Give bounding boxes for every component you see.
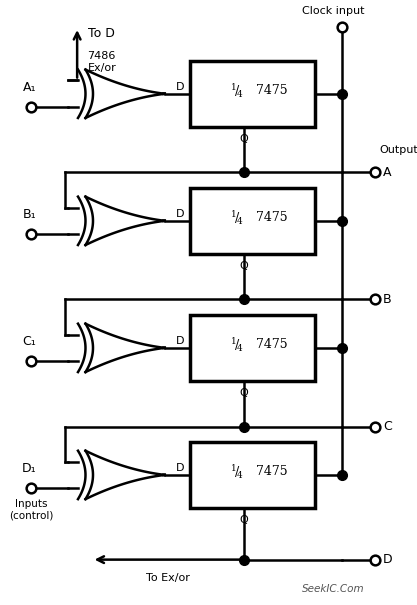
Text: D₁: D₁ [22, 462, 37, 475]
Text: Outputs: Outputs [379, 145, 417, 155]
Text: $\mathregular{^1\!/\!_4}$: $\mathregular{^1\!/\!_4}$ [230, 463, 244, 481]
Text: Q: Q [240, 515, 248, 526]
Text: To Ex/or: To Ex/or [146, 573, 190, 583]
Text: $\mathregular{^1\!/\!_4}$: $\mathregular{^1\!/\!_4}$ [230, 209, 244, 227]
Text: 7475: 7475 [256, 338, 288, 352]
Text: 7486
Ex/or: 7486 Ex/or [88, 51, 116, 73]
Text: Inputs
(control): Inputs (control) [9, 499, 53, 521]
Text: B: B [383, 293, 392, 306]
Text: $\mathregular{^1\!/\!_4}$: $\mathregular{^1\!/\!_4}$ [230, 336, 244, 354]
Text: D: D [176, 209, 185, 218]
Text: D: D [176, 336, 185, 345]
Text: Clock input: Clock input [302, 6, 365, 16]
Text: 7475: 7475 [256, 84, 288, 97]
Text: D: D [176, 463, 185, 473]
Bar [190, 60, 315, 127]
Text: Q: Q [240, 261, 248, 272]
Text: Q: Q [240, 134, 248, 145]
Bar [190, 315, 315, 381]
Text: B₁: B₁ [23, 208, 36, 221]
Text: 7475: 7475 [256, 211, 288, 224]
Bar [190, 188, 315, 254]
Text: C₁: C₁ [23, 335, 36, 348]
Text: A: A [383, 166, 391, 179]
Text: C: C [383, 420, 392, 433]
Text: A₁: A₁ [23, 81, 36, 94]
Text: D: D [383, 553, 392, 566]
Text: D: D [176, 82, 185, 91]
Text: To D: To D [88, 27, 114, 40]
Text: SeekIC.Com: SeekIC.Com [302, 584, 365, 594]
Text: $\mathregular{^1\!/\!_4}$: $\mathregular{^1\!/\!_4}$ [230, 82, 244, 100]
Bar [190, 442, 315, 508]
Text: 7475: 7475 [256, 465, 288, 479]
Text: Q: Q [240, 388, 248, 399]
